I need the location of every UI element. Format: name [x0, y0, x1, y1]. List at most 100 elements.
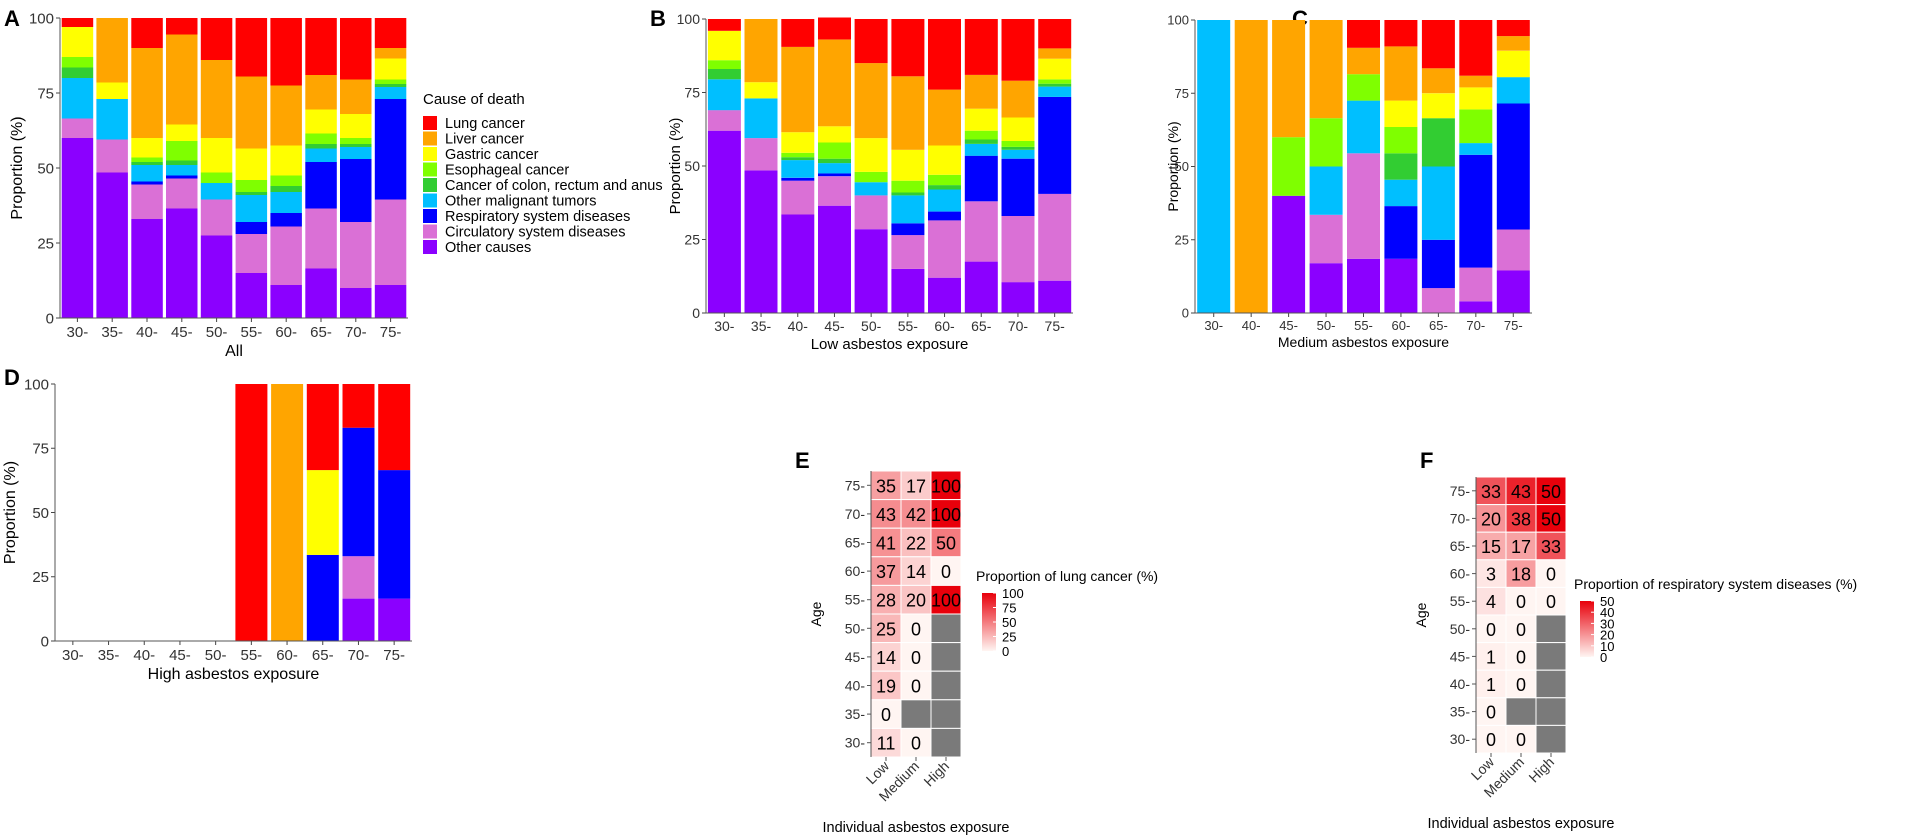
bar-b-70-cancer-of-colon-rectum-and-anus [1001, 146, 1035, 150]
bar-a-40-respiratory-system-diseases [131, 181, 163, 185]
x-axis-title-d: High asbestos exposure [148, 666, 320, 683]
heat-cell-f-50-high [1535, 614, 1567, 644]
heat-cell-f-30-high [1535, 724, 1567, 754]
xtick-label-b-30: 30- [714, 318, 735, 334]
heat-legend-bar-e [982, 593, 996, 651]
bar-b-55-esophageal-cancer [891, 180, 925, 193]
bar-b-35-other-malignant-tumors [744, 98, 778, 139]
heat-cell-f-75-medium [1505, 476, 1537, 506]
xtick-label-b-55: 55- [898, 318, 919, 334]
panel-label-e: E [795, 448, 810, 473]
bar-a-75-lung-cancer [374, 18, 407, 48]
xtick-label-d-50: 50- [205, 647, 227, 664]
bar-a-60-lung-cancer [270, 18, 302, 86]
x-axis-title-c: Medium asbestos exposure [1278, 334, 1449, 350]
bar-c-60-respiratory-system-diseases [1384, 206, 1418, 259]
bar-c-65-other-malignant-tumors [1421, 166, 1455, 240]
bar-c-75-other-causes [1496, 270, 1530, 313]
bar-a-75-other-causes [374, 285, 407, 318]
bar-d-75-other-causes [378, 598, 411, 641]
bar-b-45-other-causes [818, 205, 851, 313]
bar-c-50-circulatory-system-diseases [1309, 214, 1343, 264]
legend-swatch-respiratory-system-diseases [423, 209, 437, 223]
bar-b-65-other-causes [964, 261, 998, 313]
heat-row-label-e-60: 60- [845, 563, 866, 579]
bar-a-50-esophageal-cancer [200, 172, 233, 183]
bar-a-35-gastric-cancer [96, 82, 128, 99]
legend-swatch-other-malignant-tumors [423, 193, 437, 208]
bar-b-75-other-malignant-tumors [1038, 86, 1072, 97]
ytick-label-a-50: 50 [37, 160, 54, 177]
bar-a-60-respiratory-system-diseases [270, 213, 302, 227]
heat-value-f-60-medium: 18 [1511, 565, 1531, 585]
bar-a-70-other-causes [340, 288, 372, 318]
bar-c-70-circulatory-system-diseases [1459, 267, 1493, 302]
bar-a-55-respiratory-system-diseases [235, 222, 268, 234]
bar-a-55-circulatory-system-diseases [235, 234, 268, 273]
heat-cell-f-50-low [1475, 614, 1507, 644]
ytick-label-c-25: 25 [1175, 232, 1189, 247]
bar-a-40-lung-cancer [131, 18, 163, 48]
xtick-label-a-30: 30- [67, 324, 89, 341]
xtick-label-c-50: 50- [1317, 318, 1336, 333]
bar-b-75-esophageal-cancer [1038, 79, 1072, 84]
heat-value-e-55-low: 28 [876, 591, 896, 611]
bar-b-30-cancer-of-colon-rectum-and-anus [707, 69, 741, 80]
ytick-label-c-75: 75 [1175, 86, 1189, 101]
bar-b-65-esophageal-cancer [964, 130, 998, 140]
bar-a-70-circulatory-system-diseases [340, 222, 372, 288]
bar-c-70-gastric-cancer [1459, 87, 1493, 110]
heat-legend-tick-e-75: 75 [1002, 601, 1016, 616]
bar-b-70-liver-cancer [1001, 80, 1035, 118]
heat-row-label-f-75: 75- [1450, 483, 1471, 499]
bar-a-60-other-causes [270, 285, 302, 318]
xtick-label-b-35: 35- [751, 318, 772, 334]
bar-a-65-other-causes [305, 268, 337, 318]
bar-d-75-respiratory-system-diseases [378, 470, 411, 599]
bar-b-50-lung-cancer [854, 19, 888, 64]
xtick-label-c-30: 30- [1204, 318, 1223, 333]
bar-c-40-liver-cancer [1234, 20, 1268, 313]
heat-value-f-45-low: 1 [1486, 647, 1496, 667]
xtick-label-d-55: 55- [241, 647, 263, 664]
heat-legend-tick-f-50: 50 [1600, 594, 1614, 609]
bar-a-30-esophageal-cancer [61, 57, 94, 68]
heat-value-f-65-medium: 17 [1511, 537, 1531, 557]
heat-value-e-65-low: 41 [876, 534, 896, 554]
bar-b-40-liver-cancer [781, 46, 815, 133]
bar-b-55-respiratory-system-diseases [891, 223, 925, 236]
heat-row-label-e-55: 55- [845, 592, 866, 608]
bar-a-70-lung-cancer [340, 18, 372, 80]
ytick-label-b-100: 100 [677, 11, 701, 27]
heat-y-title-f: Age [1413, 602, 1429, 627]
heat-cell-f-45-low [1475, 642, 1507, 671]
panel-label-d: D [4, 365, 20, 390]
ytick-label-a-25: 25 [37, 235, 54, 252]
bar-b-75-liver-cancer [1038, 48, 1072, 59]
heat-cell-f-45-high [1535, 642, 1567, 671]
bar-a-75-other-malignant-tumors [374, 87, 407, 99]
heat-cell-f-65-medium [1505, 531, 1537, 561]
bar-a-70-respiratory-system-diseases [340, 159, 372, 222]
bar-d-65-respiratory-system-diseases [306, 554, 339, 641]
bar-b-35-circulatory-system-diseases [744, 138, 778, 171]
xtick-label-c-40: 40- [1242, 318, 1261, 333]
heat-row-label-e-35: 35- [845, 706, 866, 722]
heat-cell-e-40-high [930, 670, 962, 701]
bar-c-55-circulatory-system-diseases [1347, 153, 1380, 259]
legend-swatch-cancer-of-colon-rectum-and-anus [423, 178, 437, 192]
bar-a-55-cancer-of-colon-rectum-and-anus [235, 192, 268, 195]
legend-label-cancer-of-colon-rectum-and-anus: Cancer of colon, rectum and anus [445, 178, 663, 194]
bar-a-50-liver-cancer [200, 60, 233, 138]
heat-cell-f-70-low [1475, 504, 1507, 533]
legend-swatch-other-causes [423, 240, 437, 254]
heat-value-e-70-high: 100 [931, 505, 961, 525]
bar-b-45-other-malignant-tumors [818, 163, 851, 174]
heat-value-e-65-medium: 22 [906, 534, 926, 554]
panel-label-f: F [1420, 448, 1433, 473]
bar-a-45-liver-cancer [166, 34, 198, 125]
xtick-label-b-40: 40- [788, 318, 809, 334]
bar-b-40-other-causes [781, 214, 815, 313]
heat-value-f-45-medium: 0 [1516, 647, 1526, 667]
